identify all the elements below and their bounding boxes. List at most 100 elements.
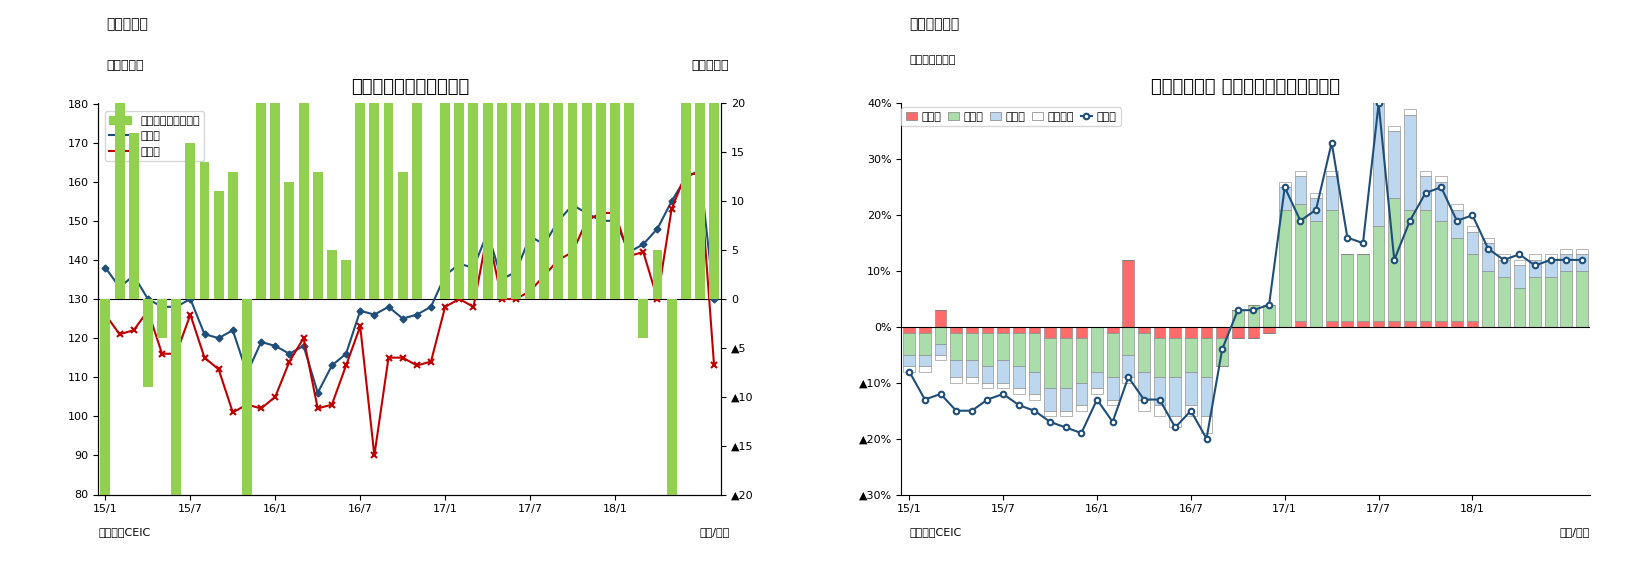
Bar [1075, 338, 1087, 383]
Bar [356, 16, 365, 299]
Bar [695, 0, 705, 299]
Bar [1560, 271, 1572, 327]
Bar [157, 299, 167, 338]
Bar [1373, 321, 1385, 327]
Bar [200, 162, 210, 299]
Bar [1326, 210, 1337, 321]
Bar [143, 299, 152, 387]
Bar [965, 332, 978, 361]
Bar [710, 0, 720, 299]
Text: （億ドル）: （億ドル） [107, 59, 144, 72]
Bar [1405, 210, 1416, 321]
Bar [919, 355, 931, 366]
Bar [1560, 254, 1572, 271]
Bar [1546, 277, 1557, 327]
Bar [1216, 327, 1228, 338]
Bar [1278, 187, 1290, 210]
Bar [1013, 366, 1024, 388]
Bar [1154, 377, 1165, 405]
Bar [982, 332, 993, 366]
Bar [1419, 176, 1431, 210]
Text: （前年同月比）: （前年同月比） [910, 55, 956, 64]
Bar [129, 133, 139, 299]
Text: （図表１０）: （図表１０） [910, 17, 960, 31]
Bar [1278, 210, 1290, 327]
Bar [1092, 388, 1103, 394]
Bar [965, 361, 978, 377]
Bar [1436, 221, 1447, 321]
Text: （年/月）: （年/月） [1560, 527, 1590, 536]
Bar [1546, 254, 1557, 260]
Bar [1029, 332, 1041, 371]
Bar [1044, 411, 1056, 416]
Bar [1326, 321, 1337, 327]
Text: （億ドル）: （億ドル） [692, 59, 729, 72]
Bar [1513, 288, 1526, 327]
Bar [1482, 237, 1495, 243]
Bar [1013, 388, 1024, 394]
Bar [1498, 277, 1510, 327]
Bar [965, 327, 978, 332]
Bar [1310, 193, 1323, 198]
Bar [1388, 198, 1400, 321]
Bar [298, 55, 308, 299]
Bar [1467, 321, 1478, 327]
Bar [285, 182, 295, 299]
Bar [1247, 305, 1259, 327]
Bar [326, 250, 338, 299]
Bar [1546, 260, 1557, 277]
Bar [1201, 377, 1213, 416]
Bar [934, 310, 946, 327]
Bar [1513, 260, 1526, 266]
Bar [667, 299, 677, 494]
Title: インドネシアの貳易収支: インドネシアの貳易収支 [351, 78, 469, 97]
Legend: 貳易収支（右目盛）, 輸出顕, 輸入顕: 貳易収支（右目盛）, 輸出顕, 輸入顕 [105, 112, 205, 162]
Text: （年/月）: （年/月） [700, 527, 729, 536]
Bar [1137, 400, 1151, 411]
Bar [411, 84, 421, 299]
Bar [680, 0, 690, 299]
Bar [1577, 249, 1588, 254]
Bar [903, 327, 915, 332]
Bar [1154, 338, 1165, 377]
Bar [256, 16, 266, 299]
Bar [1310, 221, 1323, 327]
Bar [1498, 254, 1510, 260]
Bar [1451, 204, 1462, 210]
Bar [1106, 400, 1118, 405]
Bar [1060, 388, 1072, 411]
Bar [610, 0, 620, 299]
Bar [1029, 327, 1041, 332]
Bar [1154, 327, 1165, 338]
Bar [997, 383, 1010, 388]
Bar [1529, 254, 1541, 260]
Bar [1137, 371, 1151, 400]
Bar [1295, 321, 1306, 327]
Bar [1419, 210, 1431, 321]
Bar [951, 332, 962, 361]
Bar [1341, 254, 1354, 321]
Bar [213, 191, 223, 299]
Bar [1326, 171, 1337, 176]
Bar [1106, 332, 1118, 377]
Bar [1029, 371, 1041, 394]
Bar [1137, 327, 1151, 332]
Bar [1264, 327, 1275, 332]
Bar [1233, 327, 1244, 338]
Text: （資料）CEIC: （資料）CEIC [98, 527, 151, 536]
Bar [115, 94, 125, 299]
Bar [511, 25, 521, 299]
Bar [554, 0, 564, 299]
Bar [1201, 338, 1213, 377]
Bar [1044, 388, 1056, 411]
Bar [624, 0, 634, 299]
Bar [1185, 405, 1196, 416]
Bar [1419, 321, 1431, 327]
Bar [1436, 176, 1447, 182]
Bar [582, 0, 592, 299]
Bar [1529, 277, 1541, 327]
Bar [1075, 405, 1087, 411]
Bar [1185, 327, 1196, 338]
Bar [919, 366, 931, 371]
Bar [919, 327, 931, 332]
